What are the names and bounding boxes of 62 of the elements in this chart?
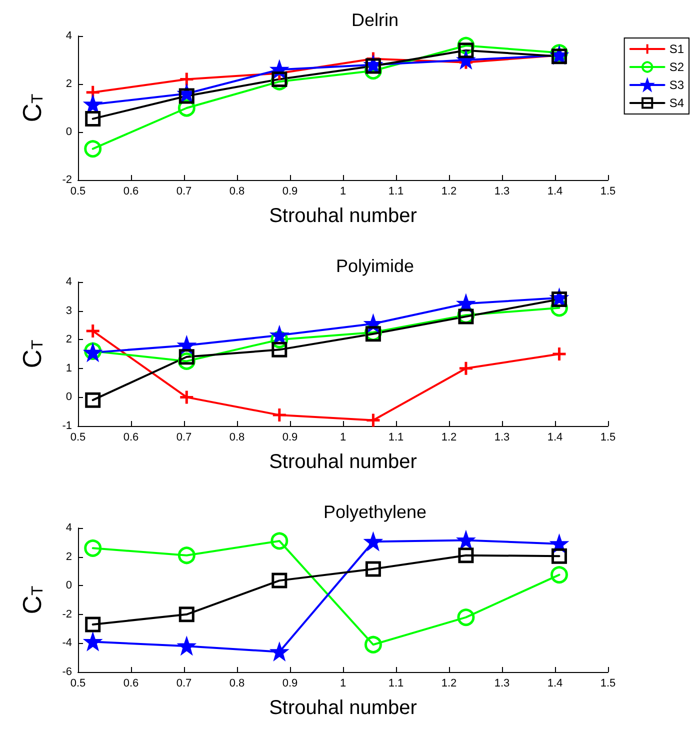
y-axis-title: CT xyxy=(17,586,47,614)
x-tick-label: 0.7 xyxy=(176,432,192,444)
x-tick-label: 1.2 xyxy=(441,186,457,198)
y-tick-label: -2 xyxy=(62,174,72,186)
x-tick-label: 0.5 xyxy=(70,432,86,444)
x-tick-label: 0.6 xyxy=(123,186,139,198)
x-tick-label: 0.8 xyxy=(229,432,245,444)
legend-label: S2 xyxy=(669,60,684,74)
y-tick-label: 4 xyxy=(66,276,72,288)
y-axis-title: CT xyxy=(17,340,47,368)
x-tick-label: 1.2 xyxy=(441,678,457,690)
x-tick-label: 1.5 xyxy=(600,186,616,198)
x-tick-label: 1.4 xyxy=(547,678,563,690)
x-tick-label: 0.9 xyxy=(282,186,298,198)
x-tick-label: 1.4 xyxy=(547,432,563,444)
x-tick-label: 1.1 xyxy=(388,678,404,690)
x-tick-label: 0.9 xyxy=(282,432,298,444)
x-tick-label: 0.9 xyxy=(282,678,298,690)
y-tick-label: 4 xyxy=(66,522,72,534)
x-tick-label: 0.8 xyxy=(229,186,245,198)
x-tick-label: 1 xyxy=(340,432,346,444)
y-tick-label: 0 xyxy=(66,580,72,592)
x-tick-label: 1.1 xyxy=(388,186,404,198)
legend-label: S4 xyxy=(669,96,684,110)
y-tick-label: 0 xyxy=(66,391,72,404)
x-axis-title: Strouhal number xyxy=(269,451,418,473)
chart-title: Delrin xyxy=(351,10,399,30)
x-tick-label: 1.5 xyxy=(600,432,616,444)
y-tick-label: -6 xyxy=(62,666,72,678)
x-tick-label: 0.5 xyxy=(70,678,86,690)
x-tick-label: 1.1 xyxy=(388,432,404,444)
x-tick-label: 0.7 xyxy=(176,678,192,690)
y-tick-label: 0 xyxy=(66,126,72,138)
y-tick-label: 2 xyxy=(66,334,72,346)
chart-title: Polyethylene xyxy=(323,502,427,522)
y-tick-label: 4 xyxy=(66,30,72,42)
x-tick-label: 1.2 xyxy=(441,432,457,444)
x-axis-title: Strouhal number xyxy=(269,205,418,227)
x-tick-label: 1.3 xyxy=(494,432,510,444)
y-tick-label: 1 xyxy=(66,362,72,374)
legend-label: S3 xyxy=(669,78,684,92)
legend-label: S1 xyxy=(669,42,684,56)
y-tick-label: 2 xyxy=(66,78,72,90)
y-tick-label: -1 xyxy=(62,420,72,432)
x-tick-label: 0.8 xyxy=(229,678,245,690)
y-tick-label: 2 xyxy=(66,550,72,563)
chart-title: Polyimide xyxy=(336,256,414,276)
x-tick-label: 1 xyxy=(340,186,346,198)
x-tick-label: 0.6 xyxy=(123,432,139,444)
x-tick-label: 1.3 xyxy=(494,678,510,690)
x-tick-label: 1.5 xyxy=(600,678,616,690)
x-tick-label: 1 xyxy=(340,678,346,690)
x-tick-label: 0.7 xyxy=(176,186,192,198)
y-tick-label: -4 xyxy=(62,637,72,650)
y-tick-label: -2 xyxy=(62,608,72,620)
x-tick-label: 0.5 xyxy=(70,186,86,198)
x-tick-label: 1.3 xyxy=(494,186,510,198)
y-tick-label: 3 xyxy=(66,304,72,317)
x-axis-title: Strouhal number xyxy=(269,697,418,719)
y-axis-title: CT xyxy=(17,94,47,122)
x-tick-label: 1.4 xyxy=(547,186,563,198)
x-tick-label: 0.6 xyxy=(123,678,139,690)
